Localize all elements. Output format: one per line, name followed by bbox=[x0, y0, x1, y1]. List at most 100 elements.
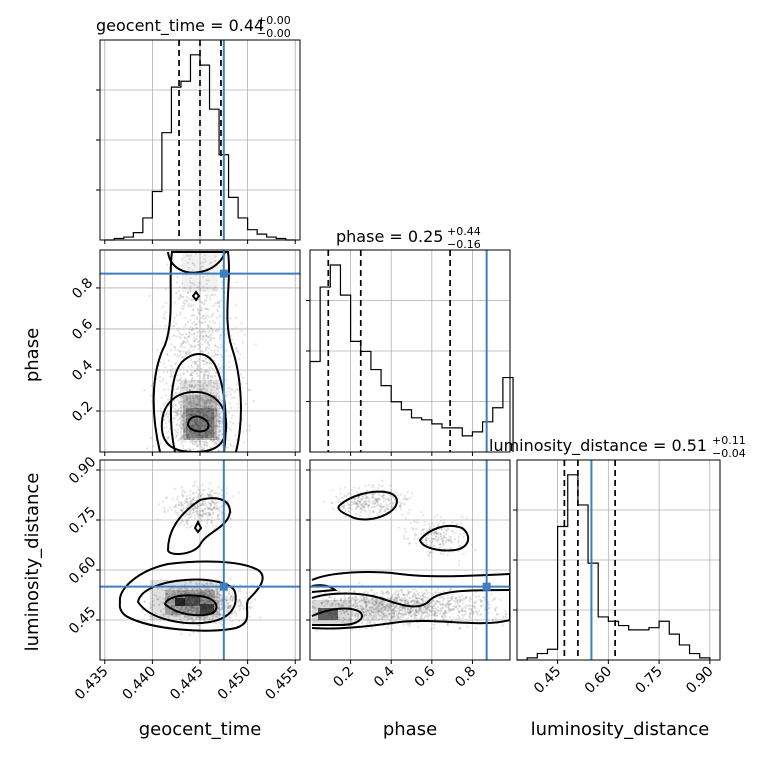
sample-point bbox=[206, 414, 209, 417]
sample-point bbox=[182, 413, 185, 416]
sample-point bbox=[218, 490, 220, 492]
sample-point bbox=[197, 408, 201, 411]
sample-point bbox=[183, 384, 186, 387]
sample-point bbox=[411, 596, 414, 599]
sample-point bbox=[215, 524, 218, 527]
sample-point bbox=[185, 351, 188, 354]
sample-point bbox=[185, 398, 188, 401]
sample-point bbox=[207, 493, 211, 497]
sample-point bbox=[234, 304, 237, 307]
sample-point bbox=[337, 602, 340, 606]
sample-point bbox=[465, 595, 468, 599]
sample-point bbox=[167, 509, 170, 512]
sample-point bbox=[204, 432, 207, 435]
sample-point bbox=[207, 406, 210, 409]
sample-point bbox=[213, 213, 215, 215]
sample-point bbox=[357, 495, 360, 499]
sample-point bbox=[387, 592, 390, 595]
sample-point bbox=[193, 425, 196, 428]
sample-point bbox=[203, 599, 206, 602]
sample-point bbox=[201, 582, 204, 586]
sample-point bbox=[366, 504, 369, 507]
sample-point bbox=[405, 593, 408, 596]
sample-point bbox=[209, 438, 213, 441]
sample-point bbox=[219, 407, 222, 410]
sample-point bbox=[494, 609, 497, 612]
sample-point bbox=[400, 606, 403, 609]
sample-point bbox=[170, 610, 174, 614]
sample-point bbox=[210, 592, 213, 596]
sample-point bbox=[204, 242, 206, 244]
sample-point bbox=[441, 606, 444, 610]
sample-point bbox=[216, 404, 220, 407]
sample-point bbox=[211, 519, 214, 522]
sample-point bbox=[198, 440, 201, 443]
sample-point bbox=[190, 525, 193, 528]
sample-point bbox=[447, 604, 450, 607]
sample-point bbox=[432, 613, 435, 616]
sample-point bbox=[208, 295, 212, 298]
sample-point bbox=[400, 607, 403, 610]
sample-point bbox=[218, 610, 221, 613]
sample-point bbox=[375, 498, 378, 501]
sample-point bbox=[185, 405, 188, 408]
sample-point bbox=[280, 596, 282, 598]
sample-point bbox=[194, 506, 197, 510]
sample-point bbox=[229, 517, 232, 521]
sample-point bbox=[162, 377, 165, 381]
sample-point bbox=[227, 597, 230, 600]
sample-point bbox=[218, 420, 221, 423]
sample-point bbox=[239, 583, 242, 587]
sample-point bbox=[220, 599, 224, 602]
sample-point bbox=[201, 409, 204, 412]
sample-point bbox=[172, 506, 176, 509]
sample-point bbox=[172, 410, 176, 413]
sample-point bbox=[473, 605, 476, 608]
sample-point bbox=[426, 596, 429, 599]
sample-point bbox=[480, 600, 483, 603]
sample-point bbox=[190, 407, 193, 411]
sample-point bbox=[203, 382, 207, 385]
sample-point bbox=[311, 601, 314, 604]
sample-point bbox=[471, 604, 474, 608]
sample-point bbox=[206, 518, 209, 521]
sample-point bbox=[210, 378, 213, 381]
sample-point bbox=[244, 601, 247, 604]
sample-point bbox=[410, 608, 413, 611]
sample-point bbox=[177, 588, 180, 591]
sample-point bbox=[433, 627, 436, 630]
sample-point bbox=[353, 615, 356, 618]
sample-point bbox=[197, 552, 199, 554]
sample-point bbox=[341, 616, 345, 620]
sample-point bbox=[215, 593, 218, 596]
sample-point bbox=[250, 606, 254, 609]
sample-point bbox=[182, 444, 185, 448]
sample-point bbox=[445, 606, 448, 609]
sample-point bbox=[407, 592, 410, 595]
sample-point bbox=[157, 368, 160, 371]
sample-point bbox=[403, 606, 406, 609]
sample-point bbox=[199, 407, 202, 411]
sample-point bbox=[351, 596, 354, 599]
sample-point bbox=[192, 304, 195, 307]
sample-point bbox=[190, 400, 193, 403]
sample-point bbox=[192, 437, 195, 440]
sample-point bbox=[167, 413, 171, 416]
sample-point bbox=[397, 612, 401, 615]
sample-point bbox=[191, 196, 193, 198]
sample-point bbox=[207, 416, 210, 419]
sample-point bbox=[372, 511, 375, 514]
sample-point bbox=[390, 597, 393, 600]
sample-point bbox=[186, 610, 189, 613]
sample-point bbox=[184, 380, 187, 384]
sample-point bbox=[221, 600, 224, 604]
sample-point bbox=[175, 391, 178, 394]
sample-point bbox=[458, 627, 461, 630]
sample-point bbox=[315, 629, 318, 632]
sample-point bbox=[236, 475, 238, 477]
sample-point bbox=[213, 385, 216, 388]
sample-point bbox=[363, 508, 366, 512]
sample-point bbox=[372, 599, 375, 602]
sample-point bbox=[433, 604, 436, 607]
sample-point bbox=[365, 606, 368, 609]
